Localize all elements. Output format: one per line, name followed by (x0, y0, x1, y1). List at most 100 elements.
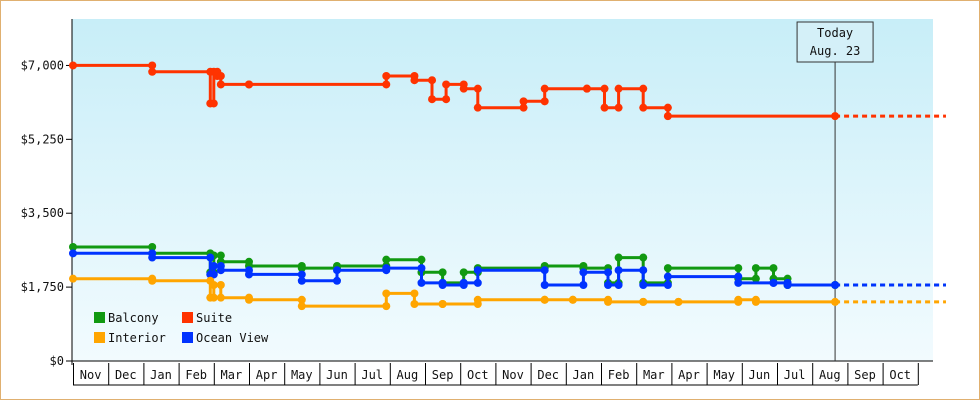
data-point (148, 253, 157, 262)
data-point (209, 99, 218, 108)
data-point (519, 97, 528, 106)
data-point (614, 281, 623, 289)
data-point (442, 80, 451, 89)
legend-label: Balcony (108, 311, 159, 325)
data-point (751, 297, 760, 306)
data-point (459, 84, 468, 93)
data-point (148, 276, 157, 285)
data-point (459, 278, 468, 287)
data-point (69, 243, 77, 251)
x-tick-label: Jan (150, 368, 172, 382)
data-point (245, 80, 253, 89)
data-point (614, 266, 623, 275)
data-point (438, 268, 447, 277)
x-tick-label: Mar (643, 368, 665, 382)
data-point (663, 272, 672, 281)
data-point (734, 264, 743, 273)
data-point (734, 278, 743, 287)
data-point (769, 278, 778, 287)
data-point (417, 255, 426, 264)
data-point (674, 297, 683, 306)
x-tick-label: Apr (256, 368, 278, 382)
data-point (579, 268, 588, 277)
data-point (639, 84, 648, 93)
x-tick-label: Feb (608, 368, 630, 382)
data-point (579, 281, 588, 289)
data-point (663, 103, 672, 112)
data-point (614, 103, 623, 112)
data-point-today (831, 297, 840, 306)
data-point (540, 97, 549, 106)
x-tick-label: Mar (221, 368, 243, 382)
data-point (751, 264, 760, 273)
y-tick-label: $5,250 (21, 132, 64, 146)
legend-swatch (94, 332, 105, 343)
data-point (148, 61, 157, 70)
data-point (442, 95, 451, 104)
data-point (604, 297, 613, 306)
data-point (540, 266, 549, 275)
data-point (69, 249, 77, 258)
data-point (410, 300, 419, 308)
x-tick-label: Nov (502, 368, 524, 382)
y-tick-label: $1,750 (21, 280, 64, 294)
data-point (459, 268, 468, 277)
data-point (382, 255, 391, 264)
data-point-today (831, 281, 840, 289)
today-label: Today (817, 26, 853, 40)
data-point (663, 281, 672, 289)
data-point (209, 270, 218, 279)
data-point (519, 103, 528, 112)
data-point (382, 80, 391, 89)
x-tick-label: Oct (467, 368, 489, 382)
x-tick-label: Aug (819, 368, 841, 382)
data-point (206, 253, 215, 262)
legend-swatch (182, 332, 193, 343)
legend-label: Suite (196, 311, 232, 325)
x-tick-label: Jun (326, 368, 348, 382)
today-date: Aug. 23 (810, 44, 861, 58)
data-point (438, 300, 447, 308)
data-point (216, 266, 225, 275)
x-tick-label: May (713, 368, 735, 382)
data-point (333, 266, 341, 275)
data-point (639, 281, 648, 289)
data-point (438, 281, 447, 289)
y-tick-label: $7,000 (21, 58, 64, 72)
data-point (473, 103, 482, 112)
x-tick-label: Dec (115, 368, 137, 382)
x-tick-label: Sep (854, 368, 876, 382)
today-box (796, 21, 874, 63)
data-point (734, 295, 743, 304)
x-tick-label: Dec (537, 368, 559, 382)
data-point (604, 281, 613, 289)
data-point (783, 281, 792, 289)
data-point (582, 84, 591, 93)
data-point (148, 67, 157, 76)
data-point (333, 276, 341, 285)
data-point (216, 80, 225, 89)
data-point (769, 264, 778, 273)
data-point (614, 84, 623, 93)
data-point (245, 295, 253, 304)
x-tick-label: Jun (749, 368, 771, 382)
data-point (216, 72, 225, 80)
y-tick-label: $0 (50, 354, 64, 368)
data-point (639, 266, 648, 275)
legend-swatch (182, 312, 193, 323)
x-tick-label: May (291, 368, 313, 382)
data-point (209, 262, 218, 270)
data-point (216, 281, 225, 289)
x-tick-label: Jul (361, 368, 383, 382)
data-point (473, 278, 482, 287)
data-point (417, 278, 426, 287)
data-point (382, 264, 391, 273)
data-point (540, 295, 549, 304)
data-point (410, 76, 419, 85)
data-point (473, 295, 482, 304)
x-tick-label: Sep (432, 368, 454, 382)
data-point (540, 84, 549, 93)
x-tick-label: Oct (889, 368, 911, 382)
data-point (297, 264, 306, 273)
